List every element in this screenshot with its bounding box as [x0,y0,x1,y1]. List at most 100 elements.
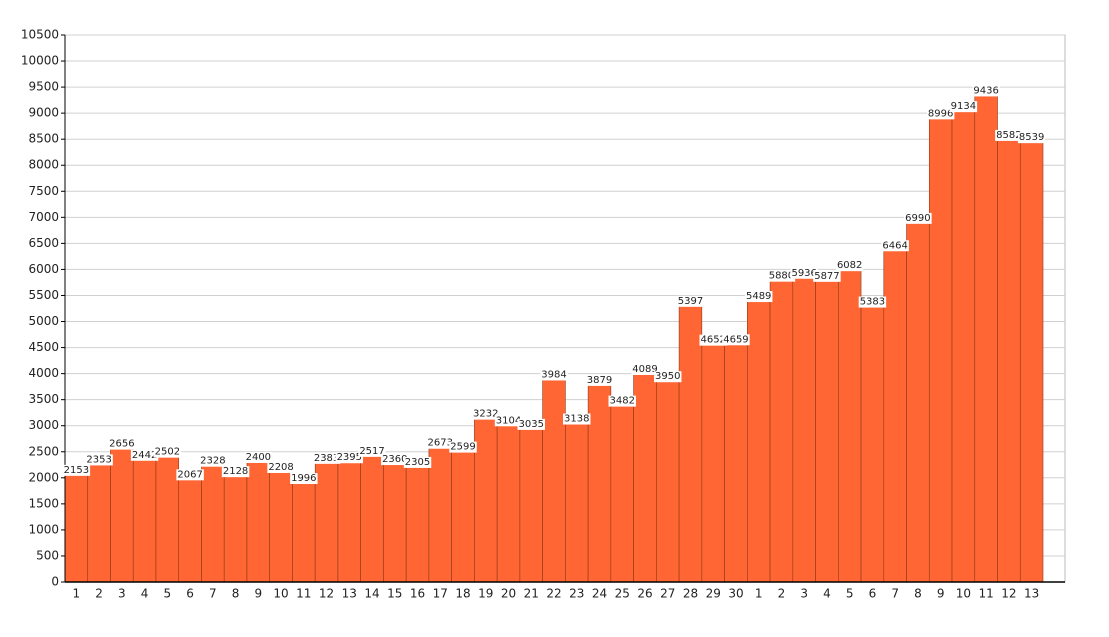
value-label-text: 8996 [928,108,953,119]
value-label-text: 3138 [564,414,589,425]
value-label-bg [904,212,932,224]
value-label-text: 2208 [268,462,293,473]
value-label-text: 1996 [291,473,316,484]
value-label-bg [995,129,1023,141]
y-tick-label: 1500 [28,496,59,510]
value-label-bg [744,291,773,303]
value-label: 3482 [608,395,636,407]
y-tick-label: 8000 [28,158,59,172]
y-tick-label: 7000 [28,210,59,224]
bar [314,457,339,583]
x-tick-label: 6 [869,587,877,601]
value-label-bg [312,452,341,464]
value-label: 2383 [312,452,341,464]
value-label-bg [62,464,91,476]
value-label-text: 9134 [951,101,976,112]
value-label: 2656 [108,438,136,450]
value-label-bg [790,267,818,279]
value-label-text: 2517 [359,446,384,457]
y-tick-label: 6000 [28,262,59,276]
x-tick-label: 6 [186,587,194,601]
x-tick-label: 7 [891,587,899,601]
value-label-bg [335,452,364,464]
value-label: 2353 [85,454,113,466]
bar [656,375,680,583]
y-tick-label: 6500 [28,236,59,250]
value-label-bg [835,260,864,272]
bar [223,470,248,583]
bar [883,244,907,583]
value-label-bg [85,454,113,466]
bar [815,275,839,583]
bar [383,458,407,583]
x-tick-label: 28 [683,587,698,601]
x-tick-label: 15 [387,587,402,601]
bar [269,466,293,583]
value-label: 3232 [472,408,500,420]
value-label-bg [108,438,136,450]
value-label: 9436 [972,85,1000,97]
bar [565,418,589,583]
value-label-bg [949,101,978,113]
value-label-text: 3950 [655,371,680,382]
value-label-bg [426,437,455,449]
value-label-bg [653,371,682,383]
value-label-bg [494,415,523,427]
x-tick-label: 27 [660,587,675,601]
value-label-text: 2599 [450,442,475,453]
x-tick-label: 2 [778,587,786,601]
x-tick-label: 21 [524,587,539,601]
value-label-text: 5936 [791,268,816,279]
bar [542,374,566,583]
bar [1019,136,1044,583]
bar [110,443,134,583]
value-label-text: 6464 [882,240,907,251]
value-label: 2328 [199,455,227,467]
bar [519,423,543,583]
y-tick-label: 1000 [28,522,59,536]
x-tick-label: 3 [800,587,808,601]
value-label-text: 5877 [814,271,839,282]
x-tick-label: 16 [410,587,425,601]
value-label-bg [381,454,409,466]
x-tick-label: 8 [232,587,240,601]
value-label-text: 6990 [905,213,930,224]
value-label-text: 3035 [519,419,544,430]
value-label-text: 2328 [200,456,225,467]
x-tick-label: 10 [273,587,288,601]
value-label-text: 4652 [700,335,725,346]
bar [701,339,725,583]
value-label-text: 5397 [678,296,703,307]
value-label-text: 2656 [109,439,134,450]
value-label: 3035 [517,418,545,430]
value-label: 3950 [653,371,682,383]
x-tick-label: 8 [914,587,922,601]
value-label-text: 4659 [723,334,748,345]
y-tick-label: 2000 [28,470,59,484]
bar [974,90,998,583]
y-tick-label: 500 [36,548,59,562]
value-label-bg [472,408,500,420]
x-tick-label: 25 [615,587,630,601]
y-tick-label: 2500 [28,444,59,458]
value-label: 4089 [631,363,659,375]
value-label: 6464 [881,240,909,252]
x-tick-label: 19 [478,587,493,601]
value-label-bg [699,334,727,346]
y-tick-label: 4500 [28,340,59,354]
value-label: 2442 [130,449,159,461]
bar [178,474,202,583]
y-tick-label: 3000 [28,418,59,432]
x-tick-label: 22 [546,587,561,601]
bar [451,446,475,583]
bar [587,379,612,583]
x-tick-label: 3 [118,587,126,601]
bar [906,217,930,583]
value-label-bg [517,418,545,430]
value-label-bg [926,108,955,120]
x-tick-label: 9 [937,587,945,601]
x-tick-label: 11 [978,587,993,601]
bar [678,300,703,583]
value-label: 2360 [381,454,409,466]
bar [860,301,885,583]
